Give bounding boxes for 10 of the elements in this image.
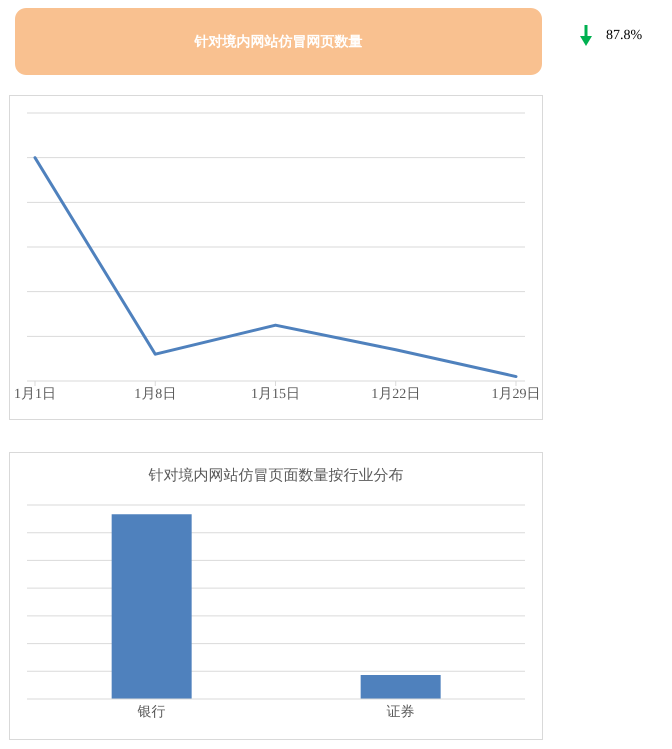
x-tick-label: 1月15日 [251, 386, 300, 402]
x-tick-label: 银行 [136, 704, 166, 720]
chart-title: 针对境内网站仿冒网页数量 [194, 32, 362, 48]
x-tick-label: 1月29日 [492, 386, 540, 402]
x-tick-label: 1月1日 [14, 386, 56, 402]
x-tick-label: 1月22日 [371, 386, 420, 402]
x-tick-label: 证券 [386, 704, 414, 720]
x-tick-label: 1月8日 [134, 386, 176, 402]
chart-title: 针对境内网站仿冒页面数量按行业分布 [148, 467, 404, 484]
text: 87.8% [606, 28, 642, 42]
